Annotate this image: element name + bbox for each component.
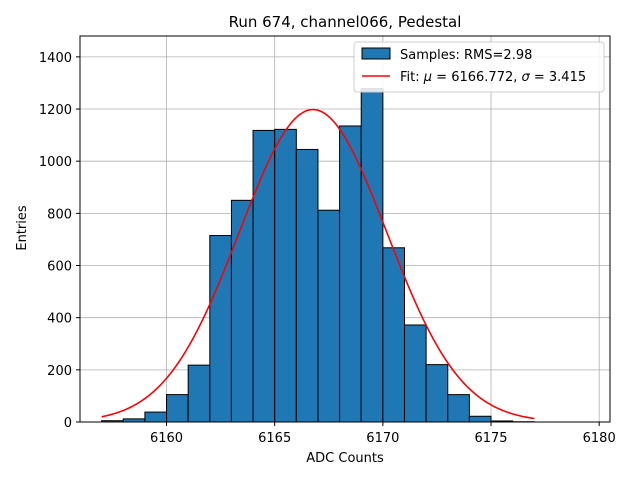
y-tick-label: 400 [47,312,72,327]
histogram-bar [187,364,211,423]
histogram-bar [447,394,470,423]
histogram-bar [425,364,449,423]
histogram-bar [403,324,427,423]
y-tick-label: 1000 [39,155,72,170]
histogram-bar [317,209,341,423]
histogram-bar [295,148,319,423]
histogram-bar [209,235,232,423]
x-tick-label: 6180 [583,431,616,446]
legend-histogram-label: Samples: RMS=2.98 [400,48,532,63]
y-axis-ticks: 0 200 400 600 800 1000 1200 1400 [39,51,80,431]
y-tick-label: 200 [47,364,72,379]
histogram-bar [468,415,492,423]
gaussian-fit-curve [101,108,535,420]
legend: Samples: RMS=2.98 Fit: μ = 6166.772, σ =… [353,41,605,93]
x-axis-ticks: 6160 6165 6170 6175 6180 [150,422,616,446]
x-axis-label: ADC Counts [306,451,384,466]
histogram-bar [166,394,189,423]
legend-box [353,41,605,93]
y-tick-label: 800 [47,207,72,222]
x-tick-label: 6175 [474,431,507,446]
y-tick-label: 1400 [39,51,72,66]
chart-title: Run 674, channel066, Pedestal [229,13,462,31]
y-axis-label: Entries [15,205,30,251]
histogram-bar [144,411,168,423]
histogram-bar [382,247,405,423]
y-tick-label: 600 [47,260,72,275]
histogram-bar [274,128,297,423]
y-tick-label: 0 [64,416,72,431]
legend-histogram-swatch [361,47,391,60]
plot-frame [79,35,611,423]
x-tick-label: 6170 [366,431,399,446]
legend-fit-label: Fit: μ = 6166.772, σ = 3.415 [400,70,586,85]
y-tick-label: 1200 [39,103,72,118]
histogram-bar [339,125,362,423]
x-tick-label: 6160 [150,431,183,446]
histogram-bar [360,88,384,423]
x-tick-label: 6165 [258,431,291,446]
histogram-bar [230,199,254,423]
histogram-bar [252,129,276,423]
